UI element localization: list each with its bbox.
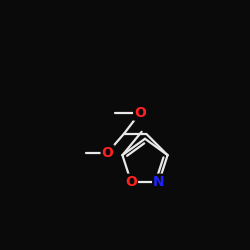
Text: O: O xyxy=(102,146,114,160)
Text: O: O xyxy=(125,175,137,189)
Text: N: N xyxy=(153,175,165,189)
Text: O: O xyxy=(134,106,146,120)
